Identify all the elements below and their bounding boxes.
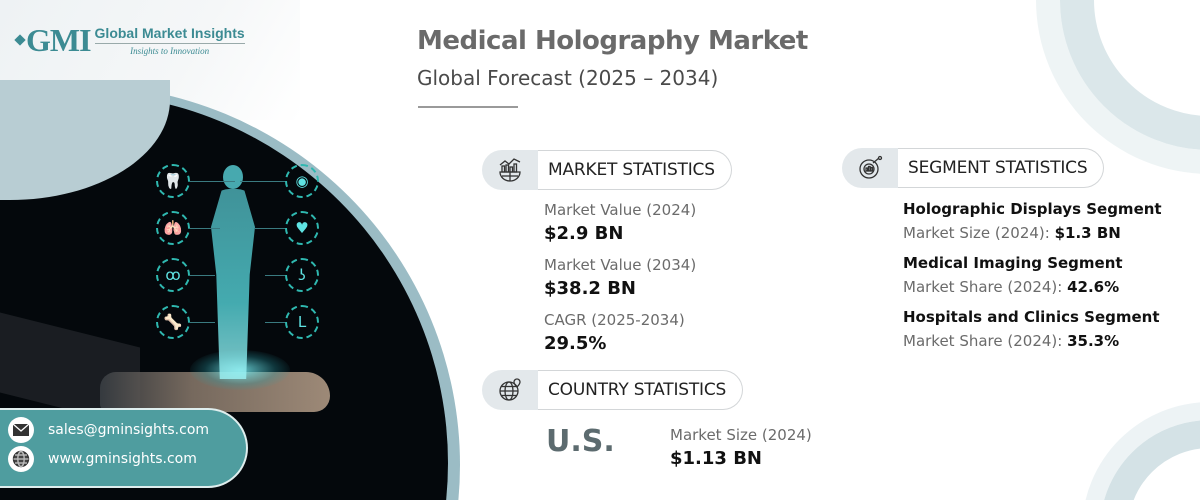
logo-mark: GMI <box>26 22 92 58</box>
globe-icon <box>8 446 34 472</box>
brand-name: Global Market Insights <box>94 25 245 44</box>
tooth-icon: 🦷 <box>156 164 190 198</box>
target-chart-icon <box>842 148 898 188</box>
segment-metric: Market Share (2024): 42.6% <box>903 278 1120 296</box>
stat-label: Market Value (2034) <box>544 256 697 274</box>
country-name: U.S. <box>546 424 615 459</box>
contact-email[interactable]: sales@gminsights.com <box>8 417 209 443</box>
chart-globe-icon <box>482 150 538 190</box>
page-title: Medical Holography Market <box>417 26 808 56</box>
globe-pin-icon <box>482 370 538 410</box>
contact-panel: sales@gminsights.com www.gminsights.com <box>0 408 248 488</box>
email-link[interactable]: sales@gminsights.com <box>48 422 210 438</box>
hologram-illustration: 🦷 🫁 ꝏ 🦴 ◉ ♥ ʖ L <box>0 0 470 500</box>
stomach-icon: ʖ <box>285 258 319 292</box>
logo-diamond-icon <box>14 34 26 46</box>
segment-metric: Market Share (2024): 35.3% <box>903 332 1120 350</box>
stat-value: $38.2 BN <box>544 278 636 299</box>
stat-value: 29.5% <box>544 333 607 354</box>
page-subtitle: Global Forecast (2025 – 2034) <box>417 66 719 90</box>
segment-statistics-title: SEGMENT STATISTICS <box>898 148 1105 188</box>
stat-label: CAGR (2025-2034) <box>544 311 685 329</box>
website-link[interactable]: www.gminsights.com <box>48 451 197 467</box>
decorative-ring-top-right <box>1060 0 1200 150</box>
segment-metric: Market Size (2024): $1.3 BN <box>903 224 1121 242</box>
country-metric-label: Market Size (2024) <box>670 426 812 444</box>
envelope-icon <box>8 417 34 443</box>
stat-value: $2.9 BN <box>544 223 624 244</box>
segment-value: 42.6% <box>1067 278 1120 296</box>
gmi-logo[interactable]: GMI Global Market Insights Insights to I… <box>14 22 245 58</box>
bone-icon: 🦴 <box>156 305 190 339</box>
heart-icon: ♥ <box>285 211 319 245</box>
contact-website[interactable]: www.gminsights.com <box>8 446 197 472</box>
segment-name: Holographic Displays Segment <box>903 200 1162 218</box>
title-divider <box>418 106 518 108</box>
country-metric-value: $1.13 BN <box>670 448 762 469</box>
stat-label: Market Value (2024) <box>544 201 697 219</box>
segment-value: 35.3% <box>1067 332 1120 350</box>
lungs-icon: 🫁 <box>156 211 190 245</box>
country-statistics-title: COUNTRY STATISTICS <box>538 370 744 410</box>
market-statistics-title: MARKET STATISTICS <box>538 150 732 190</box>
eye-icon: ◉ <box>285 164 319 198</box>
segment-name: Hospitals and Clinics Segment <box>903 308 1160 326</box>
brand-tagline: Insights to Innovation <box>130 45 210 56</box>
human-hologram <box>208 165 258 385</box>
kidneys-icon: ꝏ <box>156 258 190 292</box>
segment-name: Medical Imaging Segment <box>903 254 1123 272</box>
country-statistics-header: COUNTRY STATISTICS <box>482 370 744 410</box>
segment-value: $1.3 BN <box>1054 224 1121 242</box>
foot-icon: L <box>285 305 319 339</box>
segment-statistics-header: SEGMENT STATISTICS <box>842 148 1105 188</box>
decorative-ring-bottom-right <box>1100 420 1200 500</box>
market-statistics-header: MARKET STATISTICS <box>482 150 732 190</box>
